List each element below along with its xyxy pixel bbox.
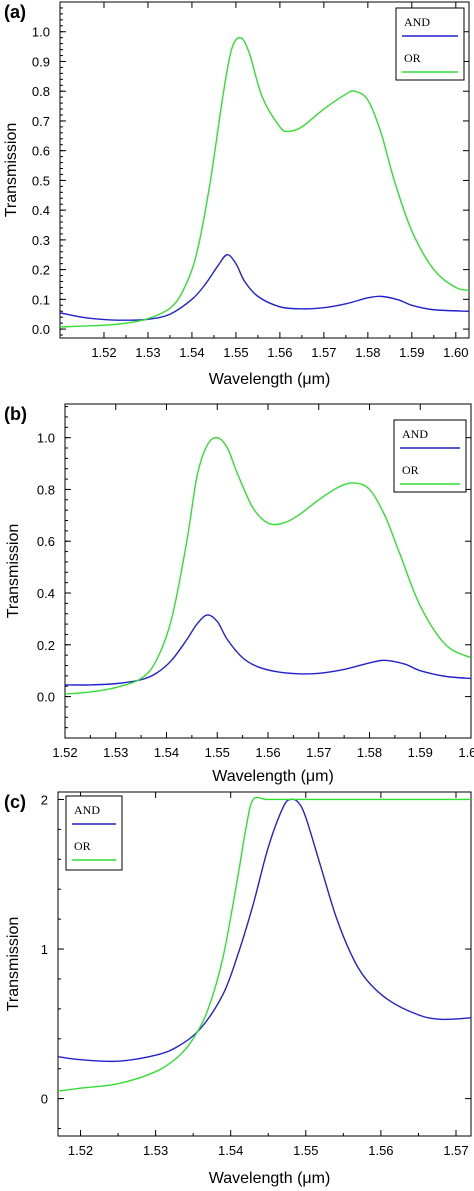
- series-line-and: [65, 614, 471, 686]
- x-tick-label: 1.60: [458, 745, 474, 760]
- x-tick-label: 1.54: [179, 345, 204, 360]
- panel-b: 1.52 1.53 1.54 1.55 1.56 1.57 1.58 1.59 1.60 0.0 0…: [4, 403, 474, 785]
- x-tick-label: 1.55: [293, 1143, 318, 1158]
- x-tick-label: 1.56: [255, 745, 280, 760]
- x-axis-title: Wavelength (μm): [209, 1170, 331, 1187]
- y-tick-label: 0.5: [32, 173, 50, 188]
- legend-label-or: OR: [404, 51, 421, 65]
- y-axis-title: Transmission: [5, 524, 22, 619]
- y-tick-label: 0.8: [37, 482, 55, 497]
- x-tick-label: 1.56: [368, 1143, 393, 1158]
- series-line-or: [58, 796, 471, 1092]
- y-axis-title: Transmission: [3, 123, 20, 218]
- y-tick-label: 0.2: [32, 263, 50, 278]
- legend-box: [395, 7, 465, 81]
- panel-c: 1.52 1.53 1.54 1.55 1.56 1.57 0 1 2 Wavelength (μ…: [4, 791, 472, 1187]
- y-tick-label: 0.8: [32, 84, 50, 99]
- legend-label-and: AND: [402, 427, 428, 441]
- legend-label-and: AND: [74, 803, 100, 817]
- y-tick-label: 0: [41, 1092, 48, 1107]
- y-tick-label: 0.3: [32, 233, 50, 248]
- x-tick-label: 1.55: [223, 345, 248, 360]
- y-tick-label: 0.7: [32, 114, 50, 129]
- x-tick-label: 1.54: [154, 745, 179, 760]
- x-tick-label: 1.57: [311, 345, 336, 360]
- panel-label: (b): [4, 404, 27, 424]
- x-tick-label: 1.52: [52, 745, 77, 760]
- legend-label-or: OR: [402, 463, 419, 477]
- y-tick-label: 0.9: [32, 54, 50, 69]
- x-tick-label: 1.54: [218, 1143, 243, 1158]
- legend-box: [65, 795, 123, 871]
- y-axis-title: Transmission: [5, 917, 22, 1012]
- x-tick-label: 1.55: [205, 745, 230, 760]
- y-tick-label: 1: [41, 942, 48, 957]
- x-tick-label: 1.53: [103, 745, 128, 760]
- y-tick-label: 0.4: [37, 586, 55, 601]
- y-tick-label: 1.0: [32, 25, 50, 40]
- y-tick-label: 0.6: [37, 534, 55, 549]
- y-tick-label: 0.6: [32, 144, 50, 159]
- x-axis-title: Wavelength (μm): [209, 371, 331, 388]
- panel-label: (c): [4, 792, 26, 812]
- series-line-or: [60, 36, 469, 328]
- x-tick-label: 1.53: [143, 1143, 168, 1158]
- legend-box: [393, 419, 467, 493]
- y-tick-label: 2: [41, 792, 48, 807]
- plot-frame: [59, 1, 470, 339]
- x-tick-label: 1.59: [408, 745, 433, 760]
- x-tick-label: 1.52: [91, 345, 116, 360]
- x-tick-label: 1.53: [135, 345, 160, 360]
- series-line-and: [58, 798, 471, 1063]
- x-axis-title: Wavelength (μm): [212, 768, 334, 785]
- plot-frame: [57, 791, 472, 1137]
- y-tick-label: 0.0: [37, 690, 55, 705]
- x-tick-label: 1.57: [306, 745, 331, 760]
- series-line-and: [60, 254, 469, 321]
- x-tick-label: 1.58: [357, 745, 382, 760]
- y-tick-label: 1.0: [37, 431, 55, 446]
- x-tick-label: 1.57: [443, 1143, 468, 1158]
- x-tick-label: 1.52: [68, 1143, 93, 1158]
- x-tick-label: 1.59: [399, 345, 424, 360]
- panel-a: 1.52 1.53 1.54 1.55 1.56 1.57 1.58 1.59 1.60 0.0 0…: [3, 1, 470, 388]
- y-tick-label: 0.1: [32, 292, 50, 307]
- legend-label-and: AND: [404, 15, 430, 29]
- y-tick-label: 0.2: [37, 638, 55, 653]
- legend-label-or: OR: [74, 839, 91, 853]
- panel-label: (a): [4, 2, 26, 22]
- x-tick-label: 1.56: [267, 345, 292, 360]
- series-line-or: [65, 436, 471, 695]
- y-tick-label: 0.0: [32, 322, 50, 337]
- y-tick-label: 0.4: [32, 203, 50, 218]
- x-tick-label: 1.58: [355, 345, 380, 360]
- x-tick-label: 1.60: [443, 345, 468, 360]
